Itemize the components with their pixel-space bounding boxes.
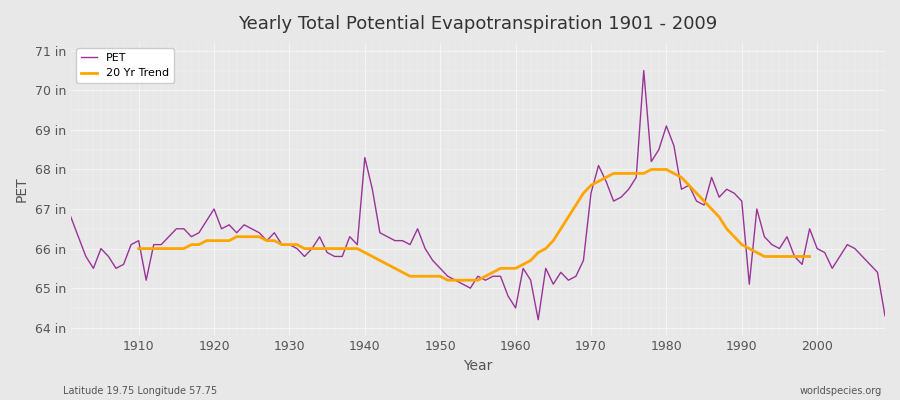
Legend: PET, 20 Yr Trend: PET, 20 Yr Trend — [76, 48, 174, 83]
PET — [638, 68, 649, 73]
PET — [503, 294, 514, 298]
PET — [608, 199, 619, 204]
20 Yr Trend — [224, 238, 235, 243]
20 Yr Trend — [721, 226, 732, 231]
PET — [292, 246, 302, 251]
PET — [337, 254, 347, 259]
20 Yr Trend — [805, 254, 815, 259]
20 Yr Trend — [442, 278, 453, 283]
Text: Latitude 19.75 Longitude 57.75: Latitude 19.75 Longitude 57.75 — [63, 386, 217, 396]
20 Yr Trend — [133, 246, 144, 251]
X-axis label: Year: Year — [464, 359, 492, 373]
20 Yr Trend — [337, 246, 347, 251]
20 Yr Trend — [646, 167, 657, 172]
20 Yr Trend — [608, 171, 619, 176]
PET — [533, 317, 544, 322]
Line: PET: PET — [71, 70, 885, 320]
Y-axis label: PET: PET — [15, 176, 29, 202]
20 Yr Trend — [706, 207, 717, 212]
PET — [510, 306, 521, 310]
Title: Yearly Total Potential Evapotranspiration 1901 - 2009: Yearly Total Potential Evapotranspiratio… — [238, 15, 717, 33]
20 Yr Trend — [789, 254, 800, 259]
Line: 20 Yr Trend: 20 Yr Trend — [139, 170, 810, 280]
PET — [126, 242, 137, 247]
PET — [879, 314, 890, 318]
PET — [66, 214, 77, 219]
Text: worldspecies.org: worldspecies.org — [800, 386, 882, 396]
